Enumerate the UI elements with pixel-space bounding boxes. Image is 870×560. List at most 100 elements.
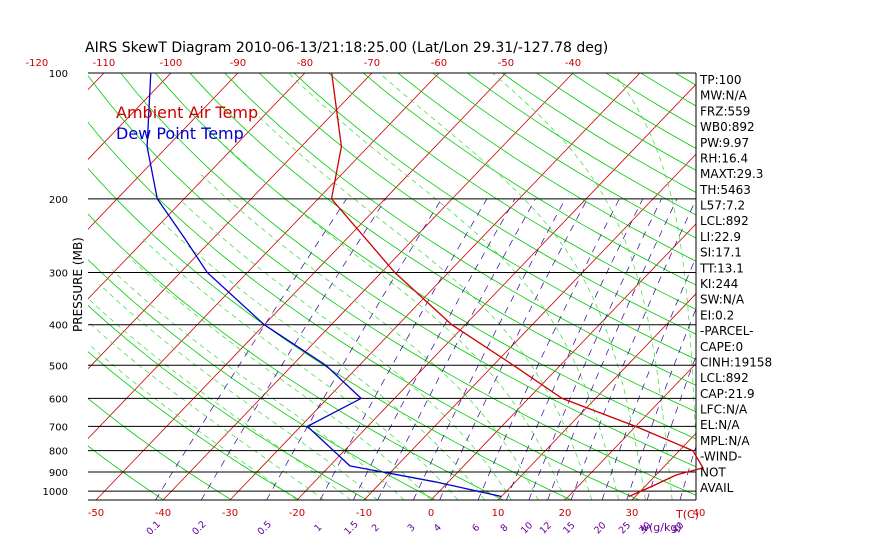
y-axis-label: PRESSURE (MB) xyxy=(71,237,85,332)
mixing-ratio-line xyxy=(477,198,620,500)
top-temp-tick-label: -50 xyxy=(498,58,514,69)
stability-index: LFC:N/A xyxy=(700,403,748,417)
mixing-ratio-tick-label: 1.5 xyxy=(342,519,360,537)
bottom-temp-tick-label: -20 xyxy=(289,508,305,519)
dew-point-line xyxy=(146,72,502,498)
stability-index: -PARCEL- xyxy=(700,324,754,338)
isotherm-line xyxy=(88,73,373,370)
mixing-ratio-line xyxy=(155,198,347,500)
moist-adiabat-line xyxy=(143,239,459,500)
mixing-ratio-line xyxy=(626,307,696,500)
isotherm-line xyxy=(88,73,440,440)
stability-index: CAP:21.9 xyxy=(700,387,755,401)
isotherm-line xyxy=(564,362,696,500)
stability-index: LCL:892 xyxy=(700,214,749,228)
mixing-ratio-tick-label: 10 xyxy=(519,520,535,536)
pressure-tick-label: 600 xyxy=(49,394,68,405)
bottom-temp-tick-label: 20 xyxy=(559,508,572,519)
stability-index: PW:9.97 xyxy=(700,136,749,150)
mixing-ratio-line xyxy=(601,256,696,500)
bottom-temp-tick-label: -40 xyxy=(155,508,171,519)
bottom-temp-tick-label: 10 xyxy=(492,508,505,519)
isotherm-line xyxy=(88,73,239,230)
stability-index: RH:16.4 xyxy=(700,152,748,166)
temp-unit-label: T(C) xyxy=(675,508,699,521)
pressure-tick-label: 300 xyxy=(49,269,68,280)
top-temp-tick-label: -110 xyxy=(93,58,116,69)
isotherm-line xyxy=(363,153,696,500)
mixing-ratio-line xyxy=(439,198,588,500)
isotherm-line xyxy=(95,73,507,500)
plot-frame xyxy=(88,72,697,501)
mixing-ratio-tick-label: 6 xyxy=(470,522,482,534)
stability-index: WB0:892 xyxy=(700,120,755,134)
stability-index: CAPE:0 xyxy=(700,340,743,354)
legend-ambient-air-temp: Ambient Air Temp xyxy=(116,103,258,122)
mixing-ratio-tick-label: 15 xyxy=(561,520,577,536)
dry-adiabat-line xyxy=(328,73,696,310)
dry-adiabat-line xyxy=(88,304,368,500)
mixing-ratio-line xyxy=(319,198,488,500)
mixing-ratio-tick-label: 1 xyxy=(312,522,324,534)
stability-index: L57:7.2 xyxy=(700,199,745,213)
top-temp-tick-label: -70 xyxy=(364,58,380,69)
stability-index: MW:N/A xyxy=(700,89,748,103)
top-temp-tick-label: -120 xyxy=(26,58,49,69)
moist-adiabat-line xyxy=(200,174,539,500)
pressure-tick-label: 200 xyxy=(49,195,68,206)
dry-adiabat-line xyxy=(88,351,300,500)
stability-index: KI:244 xyxy=(700,277,738,291)
isotherm-line xyxy=(833,73,870,500)
top-temp-tick-label: -60 xyxy=(431,58,447,69)
chart-title: AIRS SkewT Diagram 2010-06-13/21:18:25.0… xyxy=(85,40,608,56)
moist-adiabat-line xyxy=(288,73,619,500)
mixing-ratio-tick-label: 0.5 xyxy=(256,519,274,537)
bottom-temp-tick-label: -10 xyxy=(356,508,372,519)
moist-adiabat-line xyxy=(111,269,405,500)
pressure-tick-label: 400 xyxy=(49,321,68,332)
chart-grid xyxy=(0,73,870,500)
isotherm-line xyxy=(430,223,696,500)
mixing-ratio-tick-label: 4 xyxy=(432,522,444,534)
stability-index: TH:5463 xyxy=(699,183,751,197)
pressure-tick-label: 900 xyxy=(49,468,68,479)
stability-index: FRZ:559 xyxy=(700,104,750,118)
dry-adiabat-line xyxy=(397,73,696,262)
mixing-ratio-line xyxy=(505,198,644,500)
top-temp-tick-label: -100 xyxy=(160,58,183,69)
mixing-ratio-tick-label: 0.1 xyxy=(145,519,163,537)
stability-index: CINH:19158 xyxy=(700,356,772,370)
mixing-ratio-line xyxy=(200,198,386,500)
dry-adiabat-line xyxy=(88,167,572,500)
stability-index: TP:100 xyxy=(699,73,742,87)
moist-adiabat-line xyxy=(613,73,696,451)
dry-adiabat-line xyxy=(88,397,232,500)
legend-dew-point-temp: Dew Point Temp xyxy=(116,124,244,143)
isotherm-line xyxy=(162,73,574,500)
dry-adiabat-line xyxy=(293,73,696,335)
chart-series xyxy=(146,72,704,498)
stability-index: NOT xyxy=(700,465,726,479)
moist-adiabat-line xyxy=(379,73,646,500)
bottom-temp-tick-label: -30 xyxy=(222,508,238,519)
mixing-ratio-line xyxy=(266,198,442,500)
mixing-ratio-line xyxy=(646,355,696,500)
dry-adiabat-line xyxy=(88,213,504,500)
top-temp-tick-label: -90 xyxy=(230,58,246,69)
moist-adiabat-line xyxy=(99,283,378,500)
mixing-ratio-tick-label: 25 xyxy=(617,520,633,536)
stability-index: AVAIL xyxy=(700,481,734,495)
top-temp-tick-label: -80 xyxy=(297,58,313,69)
dry-adiabat-line xyxy=(745,73,870,500)
isotherm-line xyxy=(88,73,172,160)
isotherm-line xyxy=(0,73,37,500)
mixing-ratio-line xyxy=(679,445,696,500)
moist-adiabat-line xyxy=(492,73,673,500)
mixing-ratio-line xyxy=(413,198,566,500)
isotherm-line xyxy=(766,73,870,500)
dry-adiabat-line xyxy=(88,121,640,500)
dry-adiabat-line xyxy=(154,73,696,440)
stability-index: EI:0.2 xyxy=(700,308,734,322)
top-temp-tick-label: -40 xyxy=(565,58,581,69)
